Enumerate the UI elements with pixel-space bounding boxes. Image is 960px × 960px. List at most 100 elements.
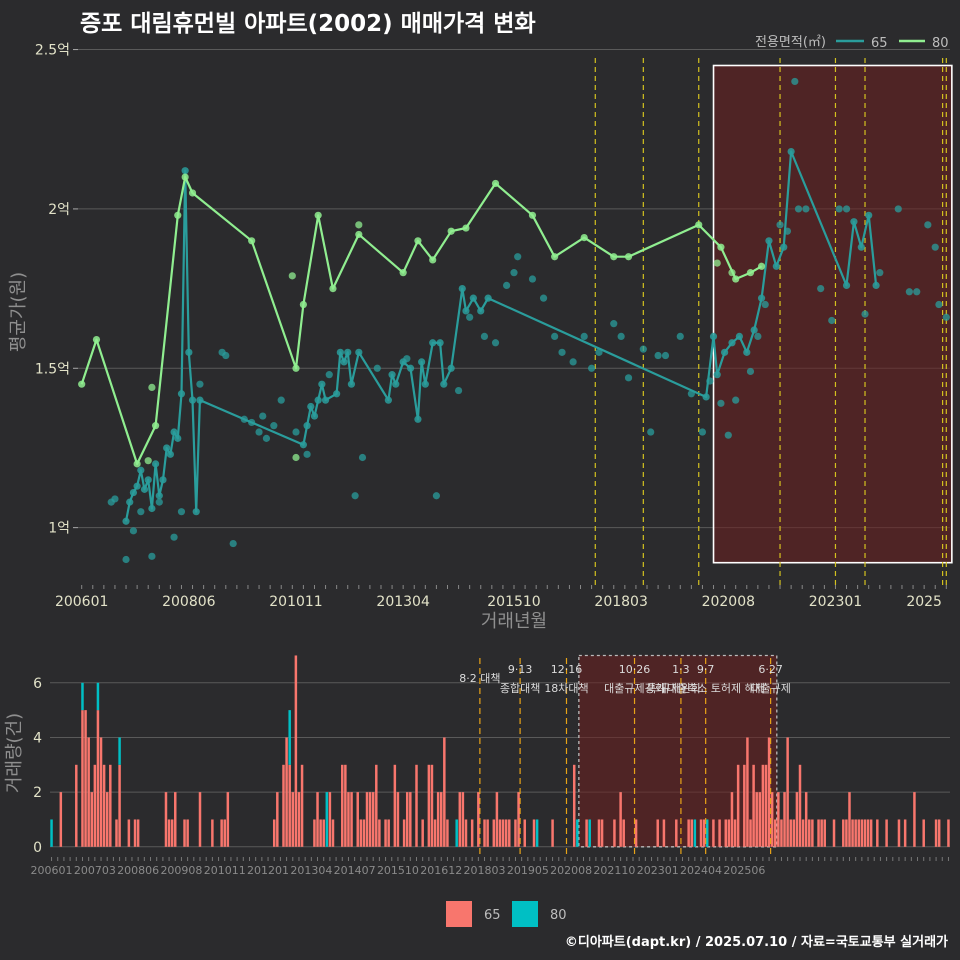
price-point-80 — [713, 259, 721, 267]
volume-bar-80 — [325, 792, 329, 847]
volume-bar-65 — [764, 764, 768, 847]
price-point-65 — [776, 221, 784, 229]
price-point-65 — [277, 396, 285, 404]
price-point-65 — [724, 431, 732, 439]
volume-bar-65 — [436, 792, 440, 847]
policy-label-date: 12·16 — [551, 663, 583, 676]
price-point-65 — [754, 332, 762, 341]
volume-y-axis-title: 거래량(건) — [4, 713, 25, 793]
price-chart: 1억 1.5억 2억 2.5억 200601 200806 201011 201304 2015… — [8, 35, 953, 632]
volume-bar-65 — [127, 819, 131, 847]
volume-bar-65 — [93, 764, 97, 847]
volume-bar-65 — [758, 792, 762, 847]
volume-bar-65 — [96, 710, 100, 847]
price-line-65 — [124, 150, 878, 522]
price-point-65 — [229, 539, 237, 548]
volume-ytick-label: 6 — [33, 676, 42, 692]
volume-bar-65 — [365, 792, 369, 847]
price-xtick-label: 202301 — [809, 594, 862, 610]
volume-xtick-label: 201803 — [464, 864, 506, 877]
volume-bar-65 — [656, 819, 659, 847]
volume-bar-65 — [186, 819, 189, 847]
volume-bar-65 — [947, 819, 950, 847]
volume-bar-65 — [733, 819, 737, 847]
volume-bar-65 — [415, 764, 418, 847]
volume-bar-65 — [470, 819, 474, 847]
price-x-axis-title: 거래년월 — [481, 611, 547, 632]
price-point-65 — [935, 300, 943, 309]
volume-bar-65 — [857, 819, 861, 847]
volume-bar-65 — [291, 792, 295, 847]
volume-bar-65 — [934, 819, 938, 847]
volume-bar-65 — [860, 819, 864, 847]
chart-title: 증포 대림휴먼빌 아파트(2002) 매매가격 변화 — [80, 11, 536, 37]
price-point-80 — [355, 221, 363, 229]
volume-bar-65 — [811, 819, 814, 847]
volume-bar-65 — [183, 819, 186, 847]
volume-bar-65 — [780, 819, 783, 847]
volume-bar-65 — [136, 819, 140, 847]
volume-bar-65 — [789, 819, 792, 847]
price-point-65 — [111, 495, 119, 503]
volume-bar-65 — [105, 792, 109, 847]
volume-bar-65 — [808, 819, 811, 847]
volume-bar-65 — [504, 819, 508, 847]
price-point-65 — [791, 77, 799, 86]
policy-label-text: 18차대책 — [544, 682, 588, 695]
price-point-65 — [746, 367, 755, 376]
volume-bar-65 — [477, 792, 480, 847]
volume-bar-65 — [356, 792, 359, 847]
legend-label-80: 80 — [932, 36, 949, 51]
price-point-65 — [794, 205, 803, 213]
volume-xtick-label: 201407 — [334, 864, 376, 877]
legend-title: 전용면적(㎡) — [755, 35, 826, 50]
price-point-80 — [78, 380, 86, 388]
volume-bar-65 — [712, 819, 715, 847]
volume-bar-65 — [851, 819, 854, 847]
volume-chart: 0 2 4 6 8·2 대책 9·13 종합대책 12·16 18차대책 10·26 대출규제강화 1… — [4, 654, 950, 927]
volume-xtick-label: 201201 — [247, 864, 289, 877]
price-point-65 — [551, 332, 559, 341]
price-point-65 — [828, 316, 836, 325]
price-point-65 — [373, 364, 381, 372]
legend-key-bar-80 — [512, 901, 538, 927]
price-point-65 — [580, 332, 588, 341]
volume-xtick-label: 202301 — [637, 864, 679, 877]
price-ytick-label: 2.5억 — [35, 43, 70, 59]
volume-xtick-label: 202506 — [723, 864, 765, 877]
price-point-65 — [491, 339, 500, 347]
price-point-65 — [861, 310, 869, 318]
volume-ytick-label: 2 — [33, 785, 42, 801]
volume-bar-65 — [770, 792, 774, 847]
price-xtick-label: 200601 — [55, 594, 108, 610]
volume-bar-65 — [619, 792, 622, 847]
volume-bar-65 — [792, 819, 796, 847]
volume-bar-65 — [662, 819, 666, 847]
volume-bar-65 — [282, 764, 285, 847]
price-point-65 — [676, 332, 684, 341]
volume-bar-65 — [848, 792, 851, 847]
volume-bar-65 — [59, 792, 63, 847]
volume-bar-65 — [393, 764, 397, 847]
price-point-65 — [624, 374, 633, 382]
volume-bar-65 — [585, 819, 588, 847]
price-point-65 — [466, 313, 474, 321]
price-point-65 — [905, 288, 913, 296]
volume-bar-65 — [272, 819, 276, 847]
volume-bar-65 — [730, 792, 734, 847]
volume-bar-65 — [699, 819, 703, 847]
price-point-65 — [255, 428, 263, 436]
price-point-65 — [924, 221, 932, 229]
volume-bar-80 — [288, 710, 291, 765]
price-xtick-label: 200806 — [162, 594, 216, 610]
volume-bar-65 — [378, 819, 381, 847]
volume-bar-65 — [102, 764, 106, 847]
volume-bar-65 — [863, 819, 867, 847]
volume-bar-80 — [96, 682, 100, 711]
price-point-65 — [480, 332, 489, 341]
volume-bar-65 — [817, 819, 820, 847]
price-xtick-label: 201803 — [594, 594, 647, 610]
volume-bar-65 — [402, 819, 406, 847]
volume-bar-65 — [350, 792, 353, 847]
